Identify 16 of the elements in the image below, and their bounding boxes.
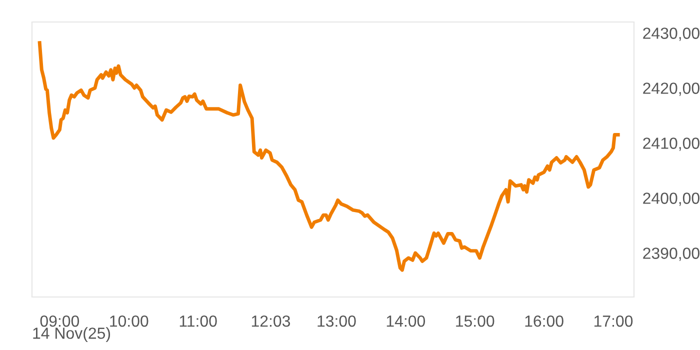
x-tick-label: 13:00 bbox=[318, 315, 356, 327]
x-tick-label: 11:00 bbox=[180, 315, 217, 327]
x-tick-label: 15:00 bbox=[456, 315, 494, 327]
y-tick-label: 2420,00 bbox=[643, 82, 700, 96]
line-series bbox=[38, 41, 620, 272]
x-tick-label: 16:00 bbox=[525, 315, 564, 327]
x-tick-label: 10:00 bbox=[110, 315, 148, 327]
y-tick-label: 2430,00 bbox=[643, 28, 700, 41]
y-tick-label: 2400,00 bbox=[643, 192, 700, 206]
x-axis-title: 14 Nov(25) bbox=[33, 327, 110, 342]
y-tick-label: 2410,00 bbox=[643, 138, 700, 151]
x-tick-label: 12:03 bbox=[252, 315, 290, 327]
x-tick-label: 09:00 bbox=[40, 315, 80, 327]
y-tick-label: 2390,00 bbox=[643, 248, 700, 261]
x-tick-label: 17:00 bbox=[594, 315, 633, 327]
x-tick-label: 14:00 bbox=[386, 315, 426, 327]
